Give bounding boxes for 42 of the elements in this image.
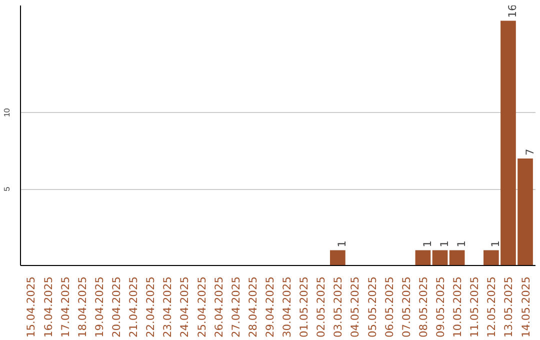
x-tick-label: 19.04.2025 — [92, 276, 106, 338]
x-tick-label: 17.04.2025 — [58, 276, 72, 338]
x-tick-label: 26.04.2025 — [212, 276, 226, 338]
x-tick-label: 04.05.2025 — [348, 276, 362, 338]
x-tick-label: 25.04.2025 — [195, 276, 208, 338]
data-label: 1 — [489, 240, 502, 248]
x-tick-label: 13.05.2025 — [502, 276, 516, 338]
y-tick-label: 10 — [2, 108, 12, 118]
x-tick-label: 02.05.2025 — [314, 276, 328, 338]
x-tick-label: 16.04.2025 — [42, 276, 55, 338]
bar — [415, 250, 431, 266]
data-label: 1 — [336, 240, 349, 248]
x-tick-label: 06.05.2025 — [382, 276, 396, 338]
y-tick-label: 5 — [2, 186, 12, 192]
x-tick-label: 21.04.2025 — [127, 276, 140, 338]
x-tick-label: 23.04.2025 — [161, 276, 174, 338]
x-tick-label: 15.04.2025 — [24, 276, 38, 338]
x-tick-label: 03.05.2025 — [332, 276, 345, 338]
bar — [330, 250, 346, 266]
x-tick-label: 20.04.2025 — [110, 276, 123, 338]
x-tick-label: 18.04.2025 — [76, 276, 89, 338]
x-tick-label: 08.05.2025 — [416, 276, 430, 338]
x-tick-label: 30.04.2025 — [280, 276, 294, 338]
data-label: 1 — [420, 240, 434, 248]
x-tick-label: 22.04.2025 — [144, 276, 158, 338]
x-tick-label: 14.05.2025 — [519, 276, 532, 338]
x-tick-label: 05.05.2025 — [366, 276, 379, 338]
x-tick-label: 29.04.2025 — [263, 276, 276, 338]
x-tick-label: 09.05.2025 — [434, 276, 448, 338]
data-label: 1 — [455, 240, 468, 248]
x-tick-label: 24.04.2025 — [178, 276, 192, 338]
bar — [449, 250, 465, 266]
x-tick-label: 10.05.2025 — [451, 276, 464, 338]
x-tick-label: 07.05.2025 — [400, 276, 413, 338]
x-tick-label: 11.05.2025 — [468, 276, 482, 338]
x-tick-label: 12.05.2025 — [485, 276, 498, 338]
x-tick-label: 27.04.2025 — [229, 276, 242, 338]
data-label: 1 — [438, 240, 452, 248]
x-tick-label: 28.04.2025 — [246, 276, 260, 338]
data-label: 7 — [523, 148, 536, 156]
x-tick-label: 01.05.2025 — [298, 276, 311, 338]
bar — [432, 250, 448, 266]
